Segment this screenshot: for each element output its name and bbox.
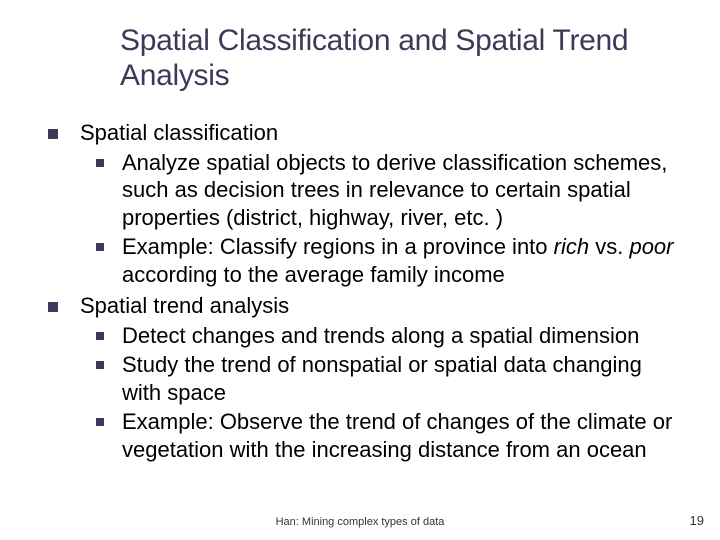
page-number: 19 — [690, 513, 704, 528]
text-run: according to the average family income — [122, 262, 505, 287]
slide-content: Spatial classification Analyze spatial o… — [48, 119, 690, 465]
square-bullet-icon — [48, 302, 58, 312]
bullet-level1: Spatial classification Analyze spatial o… — [48, 119, 690, 290]
bullet-level2: Detect changes and trends along a spatia… — [96, 322, 690, 350]
bullet-level2: Example: Classify regions in a province … — [96, 233, 690, 288]
text-italic: rich — [554, 234, 589, 259]
bullet-text: Example: Classify regions in a province … — [122, 233, 690, 288]
square-bullet-icon — [96, 243, 104, 251]
text-run: vs. — [589, 234, 629, 259]
bullet-text: Detect changes and trends along a spatia… — [122, 322, 649, 350]
bullet-text: Example: Observe the trend of changes of… — [122, 408, 690, 463]
square-bullet-icon — [48, 129, 58, 139]
bullet-level2: Study the trend of nonspatial or spatial… — [96, 351, 690, 406]
slide-title: Spatial Classification and Spatial Trend… — [120, 24, 690, 93]
bullet-level2: Example: Observe the trend of changes of… — [96, 408, 690, 463]
text-run: Example: Classify regions in a province … — [122, 234, 554, 259]
square-bullet-icon — [96, 361, 104, 369]
bullet-text: Spatial trend analysis — [80, 292, 690, 320]
bullet-level2: Analyze spatial objects to derive classi… — [96, 149, 690, 232]
bullet-text: Analyze spatial objects to derive classi… — [122, 149, 690, 232]
square-bullet-icon — [96, 159, 104, 167]
slide: Spatial Classification and Spatial Trend… — [0, 0, 720, 540]
text-italic: poor — [629, 234, 673, 259]
footer-text: Han: Mining complex types of data — [0, 516, 720, 528]
bullet-level1: Spatial trend analysis Detect changes an… — [48, 292, 690, 465]
bullet-text: Study the trend of nonspatial or spatial… — [122, 351, 690, 406]
square-bullet-icon — [96, 418, 104, 426]
square-bullet-icon — [96, 332, 104, 340]
bullet-text: Spatial classification — [80, 119, 690, 147]
